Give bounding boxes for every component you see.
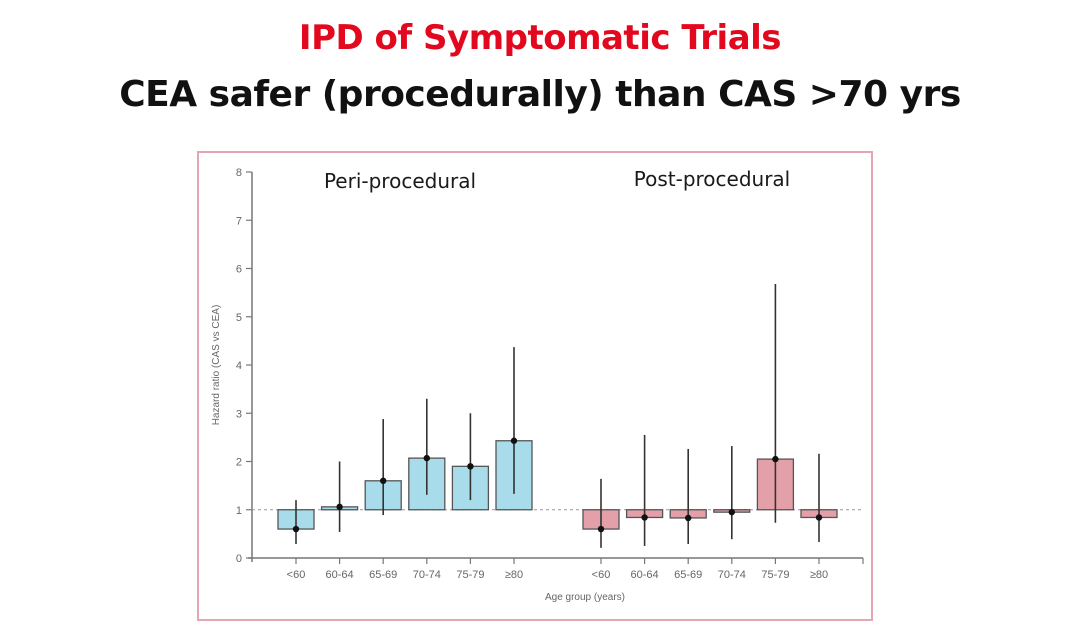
point-estimate xyxy=(292,525,300,533)
x-tick-label: 75-79 xyxy=(761,569,789,581)
x-tick-label: 60-64 xyxy=(326,569,354,581)
y-tick-label: 3 xyxy=(236,408,242,420)
y-tick-label: 1 xyxy=(236,505,242,517)
bars-layer xyxy=(277,283,838,548)
point-estimate xyxy=(641,514,648,521)
y-tick-label: 5 xyxy=(236,312,242,324)
point-estimate xyxy=(423,454,430,462)
point-estimate xyxy=(597,525,605,533)
x-tick-label: ≥80 xyxy=(505,569,523,581)
x-tick-label: 70-74 xyxy=(718,569,746,581)
x-tick-label: 70-74 xyxy=(413,569,441,581)
x-tick-label: 60-64 xyxy=(631,569,659,581)
point-estimate xyxy=(510,437,518,444)
point-estimate xyxy=(772,455,779,463)
point-estimate xyxy=(815,514,823,521)
x-tick-label: 65-69 xyxy=(674,569,702,581)
axes-layer: 0 1 2 3 4 5 6 7 8 <60 60-64 65-69 70-74 75-79 ≥80 <60 60… xyxy=(236,167,864,581)
point-estimate xyxy=(336,503,343,511)
y-tick-label: 0 xyxy=(236,553,242,565)
x-tick-label: 65-69 xyxy=(369,569,397,581)
panel-label-peri: Peri-procedural xyxy=(324,169,476,193)
panel-label-post: Post-procedural xyxy=(634,167,790,191)
x-tick-label: 75-79 xyxy=(456,569,484,581)
point-estimate xyxy=(728,508,735,516)
x-axis-title: Age group (years) xyxy=(545,592,625,603)
x-tick-label: <60 xyxy=(592,569,611,581)
point-estimate xyxy=(685,514,692,522)
point-estimate xyxy=(467,463,474,470)
y-tick-label: 7 xyxy=(236,215,242,227)
y-axis-title: Hazard ratio (CAS vs CEA) xyxy=(211,305,222,426)
y-tick-label: 6 xyxy=(236,264,242,276)
x-tick-label: <60 xyxy=(287,569,306,581)
y-tick-label: 4 xyxy=(236,360,242,372)
point-estimate xyxy=(380,477,387,484)
y-tick-label: 2 xyxy=(236,457,242,469)
x-tick-label: ≥80 xyxy=(810,569,828,581)
y-tick-label: 8 xyxy=(236,167,242,179)
slide-title: IPD of Symptomatic Trials xyxy=(298,18,782,58)
slide-subtitle: CEA safer (procedurally) than CAS >70 yr… xyxy=(119,74,961,115)
